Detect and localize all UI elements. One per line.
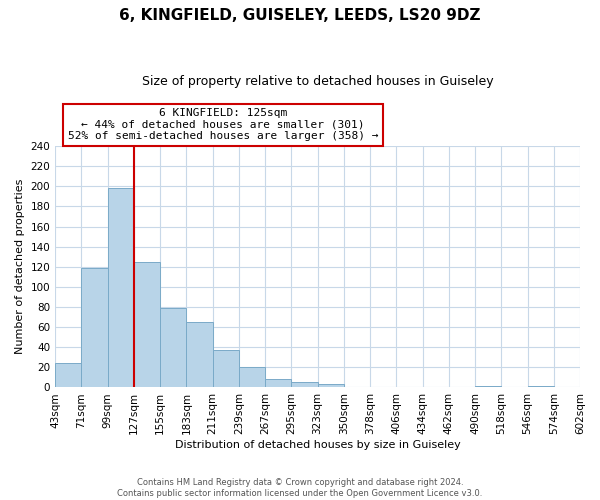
Bar: [107, 188, 134, 388]
Text: 6 KINGFIELD: 125sqm
← 44% of detached houses are smaller (301)
52% of semi-detac: 6 KINGFIELD: 125sqm ← 44% of detached ho…: [68, 108, 379, 142]
Bar: [265, 380, 292, 388]
Title: Size of property relative to detached houses in Guiseley: Size of property relative to detached ho…: [142, 75, 493, 88]
Bar: [475, 386, 501, 388]
Bar: [134, 262, 160, 388]
Bar: [82, 268, 107, 388]
Text: Contains HM Land Registry data © Crown copyright and database right 2024.
Contai: Contains HM Land Registry data © Crown c…: [118, 478, 482, 498]
Bar: [212, 350, 239, 388]
Bar: [55, 364, 82, 388]
Bar: [239, 368, 265, 388]
Bar: [160, 308, 187, 388]
Bar: [292, 382, 317, 388]
Bar: [527, 386, 554, 388]
X-axis label: Distribution of detached houses by size in Guiseley: Distribution of detached houses by size …: [175, 440, 460, 450]
Bar: [317, 384, 344, 388]
Text: 6, KINGFIELD, GUISELEY, LEEDS, LS20 9DZ: 6, KINGFIELD, GUISELEY, LEEDS, LS20 9DZ: [119, 8, 481, 22]
Bar: [187, 322, 212, 388]
Y-axis label: Number of detached properties: Number of detached properties: [15, 179, 25, 354]
